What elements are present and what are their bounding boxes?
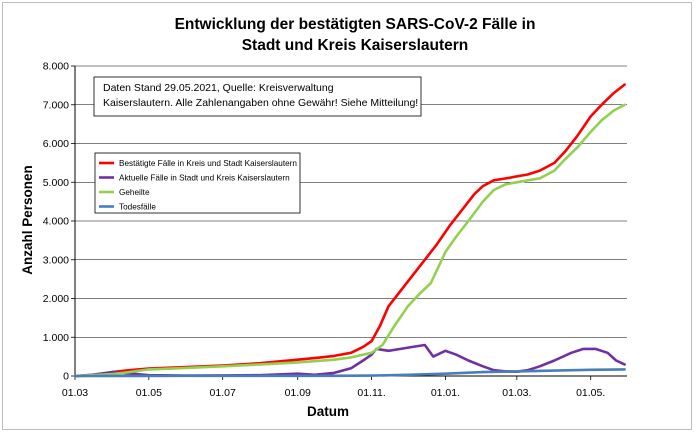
x-tick-label: 01.05. — [576, 387, 605, 399]
series-line — [73, 368, 626, 378]
y-tick-label: 1.000 — [43, 332, 69, 344]
annotation-box — [93, 76, 422, 117]
x-tick-label: 01.07 — [210, 387, 236, 399]
x-tick-label: 01.03. — [502, 387, 531, 399]
x-tick-label: 01.09 — [285, 387, 311, 399]
series-line — [73, 83, 626, 378]
y-tick-label: 4.000 — [43, 216, 69, 228]
y-tick-label: 2.000 — [43, 293, 69, 305]
series-lines — [73, 83, 626, 378]
legend-label: Bestätigte Fälle in Kreis und Stadt Kais… — [119, 159, 297, 168]
x-tick-label: 01.03 — [62, 387, 88, 399]
x-tick-labels: 01.03 01.05 01.07 01.09 01.11. 01.01. 01.03. 01… — [62, 376, 605, 399]
y-axis-label: Anzahl Personen — [20, 165, 35, 275]
chart-title: Entwicklung der bestätigten SARS-CoV-2 F… — [175, 16, 536, 54]
legend-label: Geheilte — [119, 188, 150, 197]
legend-label: Aktuelle Fälle in Stadt und Kreis Kaiser… — [119, 174, 290, 183]
annotation-line-2: Kaiserslautern. Alle Zahlenangaben ohne … — [103, 97, 418, 109]
series-line — [73, 103, 626, 378]
legend-box — [94, 152, 301, 214]
x-tick-label: 01.11. — [357, 387, 385, 399]
y-tick-label: 6.000 — [43, 138, 69, 150]
legend-label: Todesfälle — [119, 203, 156, 212]
chart-title-line-2: Stadt und Kreis Kaiserslautern — [242, 37, 469, 54]
chart-title-line-1: Entwicklung der bestätigten SARS-CoV-2 F… — [175, 16, 536, 33]
y-tick-label: 0 — [63, 371, 69, 383]
x-tick-label: 01.01. — [431, 387, 460, 399]
y-tick-labels: 0 1.000 2.000 3.000 4.000 5.000 6.000 7.000 8.00… — [43, 61, 69, 383]
x-axis-label: Datum — [307, 404, 349, 419]
x-tick-label: 01.05 — [136, 387, 162, 399]
annotation-line-1: Daten Stand 29.05.2021, Quelle: Kreisver… — [103, 82, 334, 94]
y-tick-label: 7.000 — [43, 99, 69, 111]
y-tick-label: 3.000 — [43, 254, 69, 266]
y-tick-label: 5.000 — [43, 177, 69, 189]
legend: Bestätigte Fälle in Kreis und Stadt Kais… — [94, 152, 301, 214]
y-tick-label: 8.000 — [43, 61, 69, 73]
